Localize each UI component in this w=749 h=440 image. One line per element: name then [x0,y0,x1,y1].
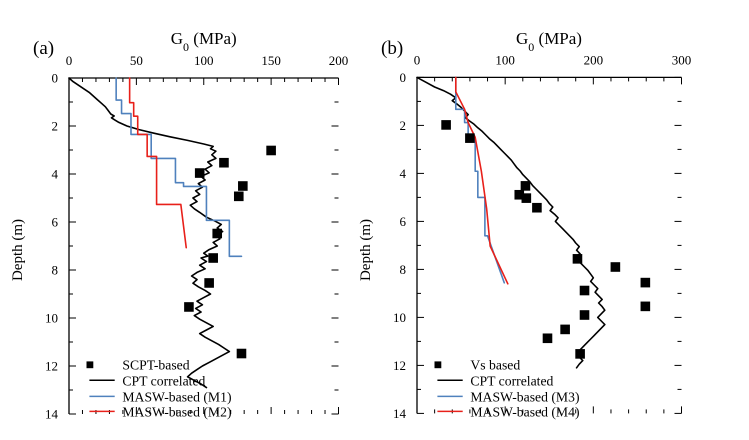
svg-text:6: 6 [400,214,407,229]
svg-text:8: 8 [52,263,59,278]
svg-text:100: 100 [495,52,515,67]
svg-text:50: 50 [130,53,143,68]
svg-text:2: 2 [52,119,59,134]
svg-text:300: 300 [672,52,692,67]
svg-text:2: 2 [400,118,407,133]
svg-text:14: 14 [393,406,407,421]
svg-text:8: 8 [400,262,407,277]
svg-text:12: 12 [393,358,406,373]
svg-text:Depth (m): Depth (m) [10,219,26,281]
svg-text:Depth (m): Depth (m) [358,219,374,281]
svg-text:14: 14 [45,407,59,422]
svg-text:SCPT-based: SCPT-based [122,357,189,372]
svg-text:MASW-based (M4): MASW-based (M4) [470,405,579,421]
svg-text:CPT correlated: CPT correlated [122,373,205,388]
svg-text:100: 100 [194,53,214,68]
svg-text:(b): (b) [381,38,403,59]
svg-text:150: 150 [261,53,281,68]
svg-text:0: 0 [52,71,59,86]
svg-text:MASW-based (M2): MASW-based (M2) [122,405,231,421]
svg-text:0: 0 [400,70,407,85]
svg-text:4: 4 [400,166,407,181]
svg-text:MASW-based (M1): MASW-based (M1) [122,390,231,406]
svg-text:(a): (a) [33,38,54,59]
svg-text:CPT correlated: CPT correlated [470,373,553,388]
svg-text:200: 200 [584,52,604,67]
svg-text:6: 6 [52,215,59,230]
svg-text:Vs based: Vs based [470,357,520,372]
svg-text:10: 10 [45,311,58,326]
svg-text:12: 12 [45,359,58,374]
svg-text:0: 0 [66,53,73,68]
svg-text:0: 0 [414,52,421,67]
svg-text:10: 10 [393,310,406,325]
svg-text:200: 200 [329,53,349,68]
svg-text:4: 4 [52,167,59,182]
svg-text:MASW-based (M3): MASW-based (M3) [470,390,579,406]
